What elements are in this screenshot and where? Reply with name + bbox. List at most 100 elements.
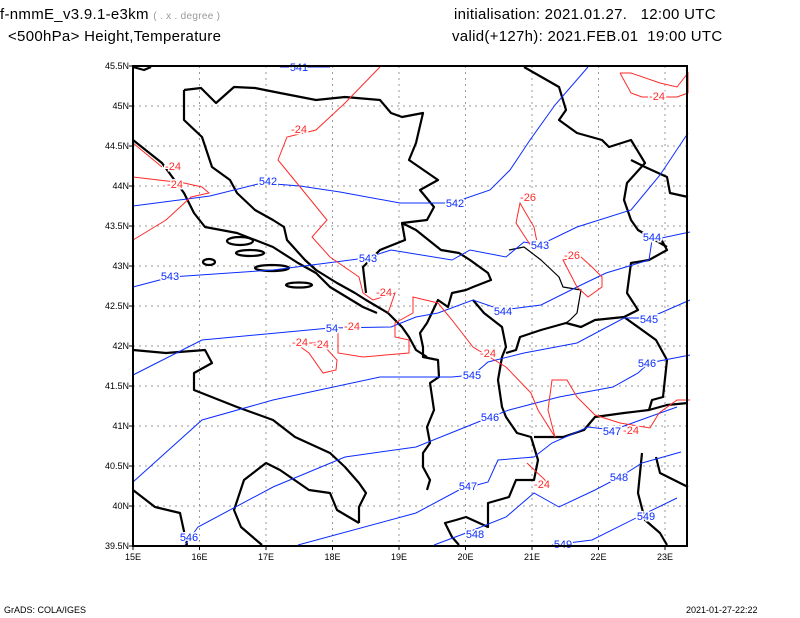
y-tick-label: 40.5N (105, 461, 129, 471)
x-tick-label: 23E (657, 552, 673, 562)
height-label: 546 (638, 358, 656, 370)
temperature-label: -24 (344, 321, 360, 333)
x-tick-label: 19E (391, 552, 407, 562)
x-tick-label: 20E (457, 552, 473, 562)
height-label: 545 (463, 370, 481, 382)
temperature-contour (132, 142, 163, 168)
y-tick-label: 40N (112, 501, 129, 511)
island (201, 257, 217, 267)
temperature-label: -26 (564, 250, 580, 262)
temperature-contour (337, 296, 690, 438)
y-tick-label: 45.5N (105, 61, 129, 71)
y-tick-label: 39.5N (105, 541, 129, 551)
border-line (182, 90, 428, 358)
x-tick-label: 17E (258, 552, 274, 562)
field-title: <500hPa> Height,Temperature (8, 28, 222, 45)
axis-ticks: 15E 16E 17E 18E 19E 20E 21E 22E 23E 45.5N 45N 44.5N… (105, 61, 673, 562)
y-tick-label: 44N (112, 181, 129, 191)
temperature-contour-minus26 (562, 256, 603, 298)
coastline (636, 452, 668, 546)
border-line (630, 159, 689, 199)
height-label: 548 (466, 529, 484, 541)
temperature-label: -24 (376, 287, 392, 299)
temperature-contour (293, 342, 338, 374)
height-label: 544 (494, 306, 512, 318)
init-time: initialisation: 2021.01.27. 12:00 UTC (454, 6, 716, 23)
border-line (443, 299, 540, 546)
border-line (523, 66, 668, 248)
height-label: 548 (610, 472, 628, 484)
y-tick-label: 42.5N (105, 301, 129, 311)
projection-label: ( . x . degree ) (153, 11, 221, 22)
x-tick-label: 22E (590, 552, 606, 562)
model-name: f-nmmE_v3.9.1-e3km (0, 6, 149, 23)
gridlines (133, 66, 687, 546)
border-line (508, 246, 582, 324)
height-label: 543 (359, 253, 377, 265)
temperature-label: -24 (313, 339, 329, 351)
temperature-label: -24 (534, 479, 550, 491)
height-label: 545 (640, 314, 658, 326)
footer-timestamp: 2021-01-27-22:22 (686, 605, 758, 615)
x-tick-label: 21E (524, 552, 540, 562)
island (284, 281, 314, 289)
height-contour-544 (132, 231, 691, 376)
y-tick-label: 43.5N (105, 221, 129, 231)
island (234, 248, 266, 258)
height-label: 546 (481, 412, 499, 424)
coastline (132, 139, 378, 315)
border-line (401, 222, 493, 491)
y-tick-label: 41.5N (105, 381, 129, 391)
temperature-label: -24 (649, 91, 665, 103)
height-label: 543 (531, 240, 549, 252)
temperature-contours (132, 66, 690, 488)
temperature-contour (526, 462, 549, 488)
temperature-contour (132, 176, 211, 241)
temperature-label: -24 (292, 337, 308, 349)
temperature-contour-minus26 (515, 201, 539, 251)
height-contour-548 (433, 451, 682, 546)
temperature-label: -24 (167, 179, 183, 191)
height-labels: 541 542 542 543 543 543 54 544 544 545 5… (159, 60, 662, 552)
coastline (132, 348, 368, 523)
height-contour-545 (132, 299, 691, 483)
height-label: 547 (603, 426, 621, 438)
valid-time: valid(+127h): 2021.FEB.01 19:00 UTC (452, 28, 723, 45)
footer-credit: GrADS: COLA/IGES (4, 605, 87, 615)
temperature-label: -24 (165, 161, 181, 173)
height-label: 549 (637, 511, 655, 523)
x-tick-label: 18E (324, 552, 340, 562)
y-tick-label: 41N (112, 421, 129, 431)
height-label: 541 (290, 62, 308, 74)
height-label: 549 (554, 539, 572, 551)
temperature-contour (277, 66, 396, 314)
island (225, 235, 255, 247)
y-tick-label: 45N (112, 101, 129, 111)
y-tick-label: 42N (112, 341, 129, 351)
height-label: 544 (643, 232, 661, 244)
height-contour-542 (132, 66, 589, 207)
height-contour-549 (551, 497, 678, 546)
x-tick-label: 16E (191, 552, 207, 562)
country-borders (132, 65, 689, 546)
border-line (183, 85, 440, 294)
border-line (648, 401, 689, 412)
border-line (534, 316, 669, 439)
map-frame (132, 65, 688, 547)
height-label: 546 (180, 532, 198, 544)
height-label: 543 (161, 271, 179, 283)
temperature-labels: -24 -24 -24 -24 -26 -26 -24 -24 -24 -24 … (164, 89, 667, 492)
height-contour-546 (184, 354, 691, 546)
height-contours (132, 66, 691, 546)
temperature-label: -24 (480, 348, 496, 360)
coastline (654, 456, 689, 488)
coastline (232, 461, 360, 546)
coastline (132, 489, 189, 546)
height-label: 542 (446, 198, 464, 210)
height-label: 54 (326, 323, 338, 335)
y-tick-label: 44.5N (105, 141, 129, 151)
y-tick-label: 43N (112, 261, 129, 271)
height-contour-543 (132, 132, 689, 288)
height-label: 542 (259, 176, 277, 188)
